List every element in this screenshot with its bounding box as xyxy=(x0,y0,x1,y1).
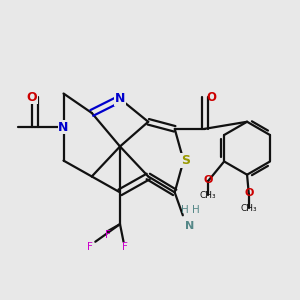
Text: N: N xyxy=(58,121,69,134)
Text: CH₃: CH₃ xyxy=(241,204,257,213)
Text: S: S xyxy=(181,154,190,167)
Text: H: H xyxy=(182,205,189,215)
Text: N: N xyxy=(115,92,125,105)
Text: N: N xyxy=(185,221,194,231)
Text: O: O xyxy=(26,91,37,103)
Text: O: O xyxy=(206,91,217,103)
Text: CH₃: CH₃ xyxy=(200,190,217,200)
Text: F: F xyxy=(105,230,111,240)
Text: F: F xyxy=(87,242,93,252)
Text: F: F xyxy=(122,242,128,252)
Text: O: O xyxy=(244,188,254,198)
Text: H: H xyxy=(192,205,200,215)
Text: O: O xyxy=(204,175,213,185)
